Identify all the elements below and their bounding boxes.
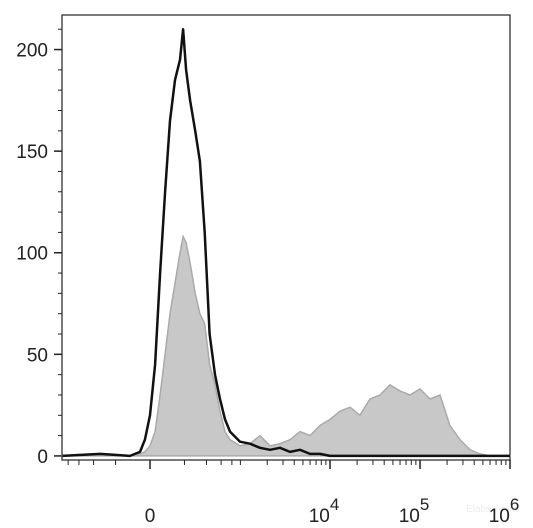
x-tick-exponent: 6: [510, 495, 519, 514]
x-tick-exponent: 5: [420, 495, 429, 514]
histogram-line: [62, 27, 510, 458]
y-tick-label: 200: [16, 41, 48, 62]
plot-frame: [61, 14, 511, 461]
x-tick-base: 10: [489, 506, 510, 527]
y-tick-label: 150: [16, 142, 48, 163]
histogram-area: [61, 234, 511, 457]
x-tick-label: 106: [489, 495, 520, 527]
x-tick-base: 10: [399, 506, 420, 527]
y-tick-label: 50: [27, 345, 48, 366]
x-tick-label: 104: [309, 495, 340, 527]
y-tick-label: 100: [16, 244, 48, 265]
x-tick-base: 10: [309, 506, 330, 527]
y-tick-label: 0: [37, 447, 48, 468]
x-tick-label: 105: [399, 495, 430, 527]
watermark: Elabscience: [466, 504, 520, 515]
x-tick-label: 0: [145, 506, 156, 527]
x-tick-exponent: 4: [330, 495, 339, 514]
